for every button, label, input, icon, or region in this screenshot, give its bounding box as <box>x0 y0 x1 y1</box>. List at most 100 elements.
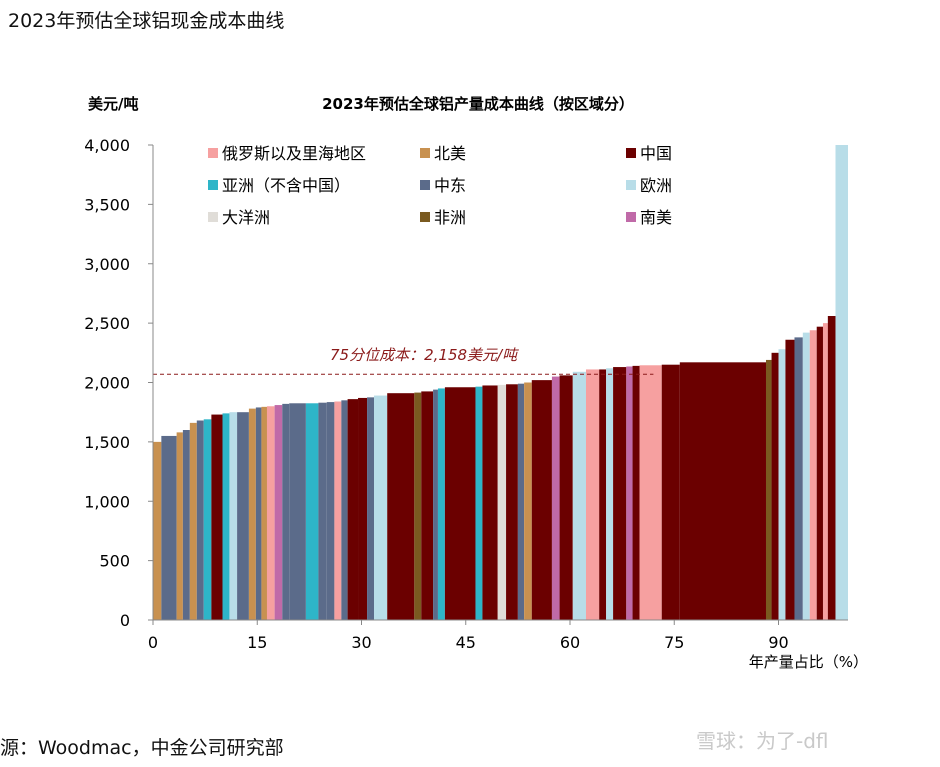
cost-bar <box>572 371 586 620</box>
cost-bar <box>559 375 573 620</box>
cost-bar <box>161 435 177 620</box>
cost-bar <box>822 323 828 620</box>
legend-label: 大洋洲 <box>222 208 270 227</box>
legend-label: 南美 <box>640 208 672 227</box>
cost-bar <box>679 362 766 620</box>
legend-swatch <box>208 212 218 222</box>
cost-bar <box>771 352 779 620</box>
cost-bar <box>229 412 238 620</box>
cost-bar <box>189 422 197 620</box>
x-tick-label: 90 <box>768 633 788 652</box>
cost-bar <box>606 368 614 620</box>
cost-bar <box>524 382 532 620</box>
cost-bar <box>802 332 810 620</box>
cost-bar <box>237 412 249 620</box>
cost-bar <box>341 400 348 620</box>
cost-bar <box>765 359 772 620</box>
cost-bar <box>437 388 445 620</box>
cost-bar <box>222 413 230 620</box>
cost-bar <box>282 403 290 620</box>
cost-bar <box>809 330 817 620</box>
source-note: 源：Woodmac，中金公司研究部 <box>0 737 284 759</box>
cost-bar <box>176 432 183 620</box>
legend-label: 俄罗斯以及里海地区 <box>222 144 366 163</box>
cost-bar <box>613 367 627 620</box>
legend-label: 欧洲 <box>640 176 672 195</box>
cost-bar <box>248 408 256 620</box>
cost-bar <box>816 326 823 620</box>
cost-bar <box>334 401 342 620</box>
legend-label: 北美 <box>434 144 466 163</box>
legend-label: 亚洲（不含中国） <box>222 176 350 195</box>
x-tick-label: 15 <box>247 633 267 652</box>
y-tick-label: 0 <box>120 611 130 630</box>
cost-bar <box>374 395 388 620</box>
cost-bar <box>182 430 190 620</box>
cost-bar <box>632 365 640 620</box>
cost-bar <box>551 376 560 620</box>
cost-bar <box>639 365 662 620</box>
cost-bar <box>203 419 212 620</box>
y-tick-label: 2,000 <box>84 374 130 393</box>
legend-label: 中国 <box>640 144 672 163</box>
legend-swatch <box>420 148 430 158</box>
cost-bar <box>358 397 368 620</box>
legend-swatch <box>208 180 218 190</box>
cost-bar <box>261 406 267 620</box>
legend-label: 中东 <box>434 176 466 195</box>
x-tick-label: 0 <box>148 633 158 652</box>
legend-swatch <box>626 180 636 190</box>
cost-bar <box>835 145 848 620</box>
cost-bar <box>506 384 518 620</box>
cost-bar <box>347 399 359 620</box>
legend-swatch <box>626 212 636 222</box>
cost-bar <box>661 364 680 620</box>
y-axis-label: 美元/吨 <box>88 95 138 113</box>
cost-bar <box>326 402 335 620</box>
y-tick-label: 3,500 <box>84 195 130 214</box>
cost-bar <box>794 337 803 620</box>
cost-bar <box>421 391 434 620</box>
cost-bar <box>497 384 507 620</box>
cost-bar <box>585 369 600 620</box>
y-tick-label: 1,000 <box>84 492 130 511</box>
cost-bar <box>266 406 275 620</box>
cost-bar <box>626 366 633 620</box>
cost-bar <box>153 441 162 620</box>
cost-bar <box>531 380 552 620</box>
y-tick-label: 3,000 <box>84 255 130 274</box>
legend-swatch <box>208 148 218 158</box>
y-tick-label: 2,500 <box>84 314 130 333</box>
cost-bar <box>599 369 607 620</box>
x-axis-label: 年产量占比（%） <box>749 653 868 671</box>
cost-bar <box>196 420 204 620</box>
cost-bar <box>305 403 319 620</box>
chart-title: 2023年预估全球铝产量成本曲线（按区域分） <box>322 95 634 113</box>
cost-bar <box>517 383 525 620</box>
cost-bar <box>318 402 327 620</box>
cost-bar <box>387 393 415 620</box>
legend-swatch <box>420 212 430 222</box>
cost-bar <box>444 387 476 620</box>
cost-bar <box>433 389 438 620</box>
y-tick-label: 500 <box>99 552 130 571</box>
cost-bar <box>414 392 422 620</box>
percentile-75-label: 75分位成本：2,158美元/吨 <box>330 346 519 364</box>
watermark: 雪球：为了-dfl <box>696 729 829 753</box>
x-tick-label: 45 <box>456 633 476 652</box>
cost-bar <box>255 407 262 620</box>
cost-bar <box>778 349 786 620</box>
legend-swatch <box>626 148 636 158</box>
cost-bar <box>482 385 498 620</box>
cost-bar <box>274 405 283 620</box>
cost-bar <box>827 316 836 620</box>
cost-bar <box>475 386 483 620</box>
x-tick-label: 75 <box>664 633 684 652</box>
x-tick-label: 60 <box>560 633 580 652</box>
cost-bar <box>367 397 375 620</box>
legend-label: 非洲 <box>434 208 466 227</box>
y-tick-label: 1,500 <box>84 433 130 452</box>
cost-bar <box>211 414 223 620</box>
legend-swatch <box>420 180 430 190</box>
